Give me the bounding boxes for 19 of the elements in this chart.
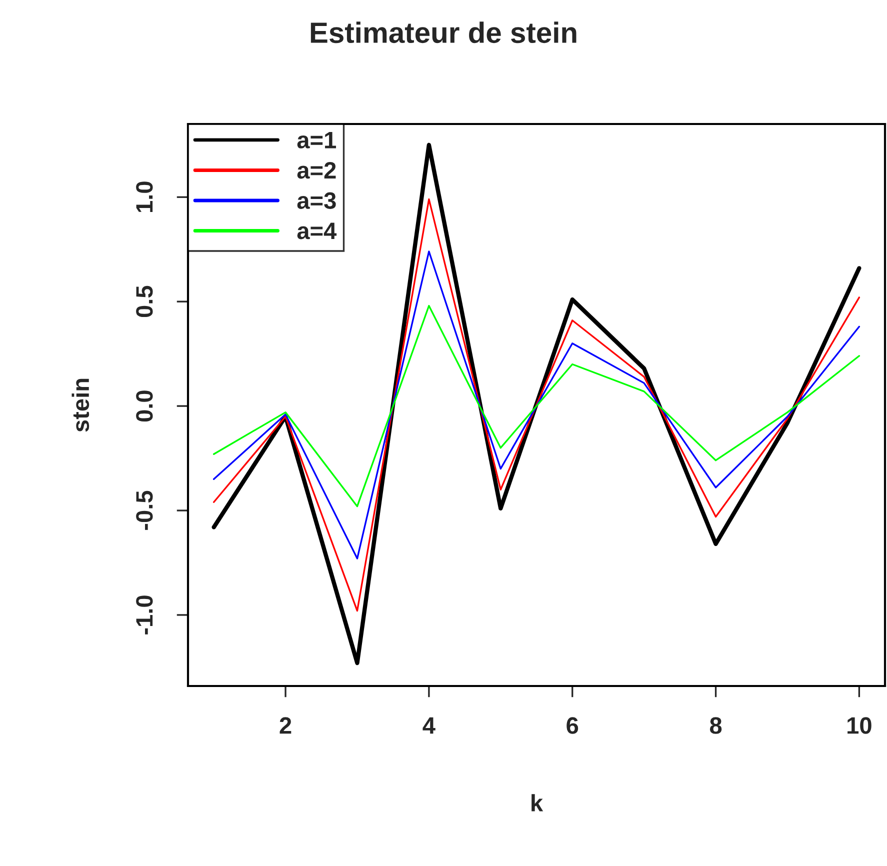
line-series (212, 304, 860, 508)
x-tick-label: 6 (566, 717, 578, 734)
legend-label: a=4 (297, 222, 337, 240)
y-tick-label: -1.0 (136, 596, 153, 634)
y-tick-label: 0.0 (136, 390, 153, 422)
x-tick-label: 2 (280, 717, 292, 734)
y-axis-title: stein (72, 378, 90, 432)
chart-title: Estimateur de stein (310, 22, 576, 44)
y-tick-label: 1.0 (136, 182, 153, 212)
x-tick-label: 8 (710, 717, 722, 734)
y-tick-label: -0.5 (136, 490, 153, 530)
y-tick-label: 0.5 (136, 286, 153, 318)
legend-label: a=3 (297, 192, 336, 210)
legend-label: a=1 (297, 132, 336, 148)
legend-label: a=2 (297, 162, 336, 179)
x-tick-label: 10 (848, 717, 872, 734)
line-series (212, 250, 860, 560)
x-axis-title: k (532, 794, 544, 812)
x-tick-label: 4 (422, 717, 436, 734)
